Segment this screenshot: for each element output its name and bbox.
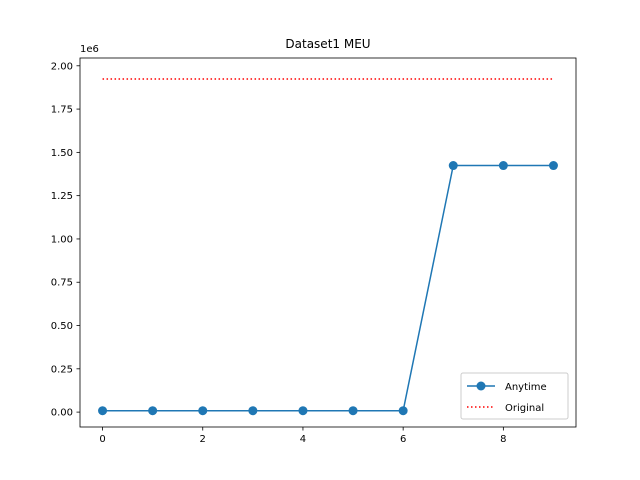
x-tick-label: 8 [500,434,506,445]
legend: Anytime Original [460,372,569,420]
y-tick-label: 2.00 [51,61,73,72]
series-anytime-line [102,164,554,412]
series-anytime-point [148,406,158,416]
legend-anytime-marker [476,381,486,391]
series-anytime-point [498,161,508,171]
y-tick-label: 1.50 [51,148,73,159]
x-tick-label: 6 [400,434,406,445]
series-anytime-point [198,406,208,416]
legend-label-anytime: Anytime [505,382,547,393]
series-anytime-point [548,161,558,171]
legend-label-original: Original [505,403,544,414]
series-anytime-point [98,406,108,416]
y-tick-label: 0.50 [51,321,73,332]
axes-frame [79,57,577,428]
y-tick-label: 1.75 [51,105,73,116]
chart-title: Dataset1 MEU [285,37,370,51]
series-anytime-point [298,406,308,416]
y-tick-label: 0.25 [51,364,73,375]
x-tick-label: 2 [200,434,206,445]
series-anytime-point [348,406,358,416]
x-tick-label: 4 [300,434,306,445]
y-offset-label: 1e6 [80,44,99,55]
series-anytime-point [398,406,408,416]
x-tick-label: 0 [99,434,105,445]
series-anytime-point [448,161,458,171]
y-tick-label: 1.00 [51,234,73,245]
y-tick-label: 0.00 [51,408,73,419]
plot-area: 0 2 4 6 8 0.00 0.25 0.50 0.75 1.00 1.25 1.50 1.75 2.0… [51,57,577,445]
series-anytime-point [248,406,258,416]
y-tick-label: 1.25 [51,191,73,202]
y-tick-label: 0.75 [51,278,73,289]
